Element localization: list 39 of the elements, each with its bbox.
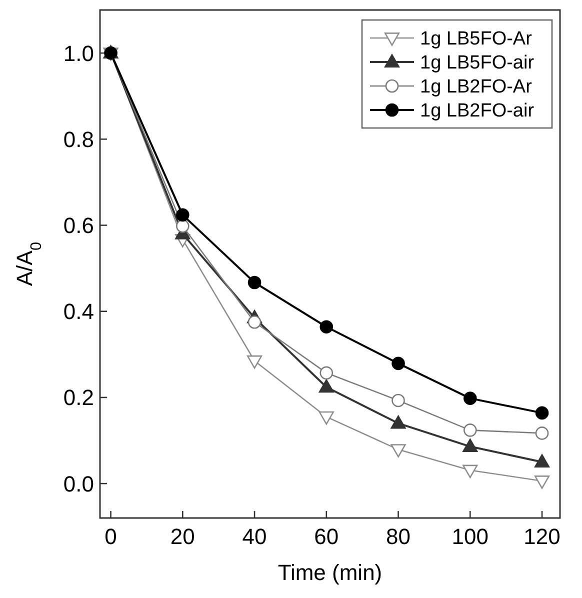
legend-label: 1g LB2FO-air	[420, 100, 535, 122]
legend-label: 1g LB5FO-Ar	[420, 28, 533, 50]
point	[464, 424, 477, 437]
legend-label: 1g LB2FO-Ar	[420, 76, 533, 98]
point	[392, 356, 405, 370]
point	[176, 219, 190, 233]
point	[462, 464, 478, 478]
x-tick-label: 100	[452, 524, 489, 549]
y-tick-label: 0.2	[63, 385, 94, 410]
point	[390, 415, 406, 429]
x-axis-title: Time (min)	[278, 560, 382, 585]
point	[464, 392, 477, 405]
y-tick-label: 0.4	[63, 299, 94, 324]
point	[248, 276, 262, 290]
point	[246, 355, 262, 369]
point	[534, 476, 550, 489]
legend-label: 1g LB5FO-air	[420, 52, 535, 74]
point	[176, 208, 190, 222]
point	[248, 315, 262, 329]
y-tick-label: 1.0	[63, 40, 94, 66]
point	[535, 406, 549, 420]
y-tick-label: 0.6	[63, 212, 94, 238]
point	[534, 454, 550, 468]
x-tick-label: 60	[314, 524, 339, 549]
x-tick-label: 40	[242, 524, 267, 549]
point	[390, 444, 406, 458]
point	[318, 411, 334, 425]
point	[320, 320, 334, 334]
point	[318, 379, 334, 393]
x-tick-label: 0	[104, 524, 117, 549]
point	[392, 394, 405, 408]
point	[535, 426, 549, 440]
point	[320, 366, 334, 380]
point	[462, 438, 478, 452]
x-tick-label: 80	[386, 524, 411, 549]
x-tick-label: 120	[524, 524, 560, 549]
y-tick-label: 0.0	[63, 471, 94, 496]
x-tick-label: 20	[170, 524, 195, 549]
y-tick-label: 0.8	[63, 126, 94, 152]
